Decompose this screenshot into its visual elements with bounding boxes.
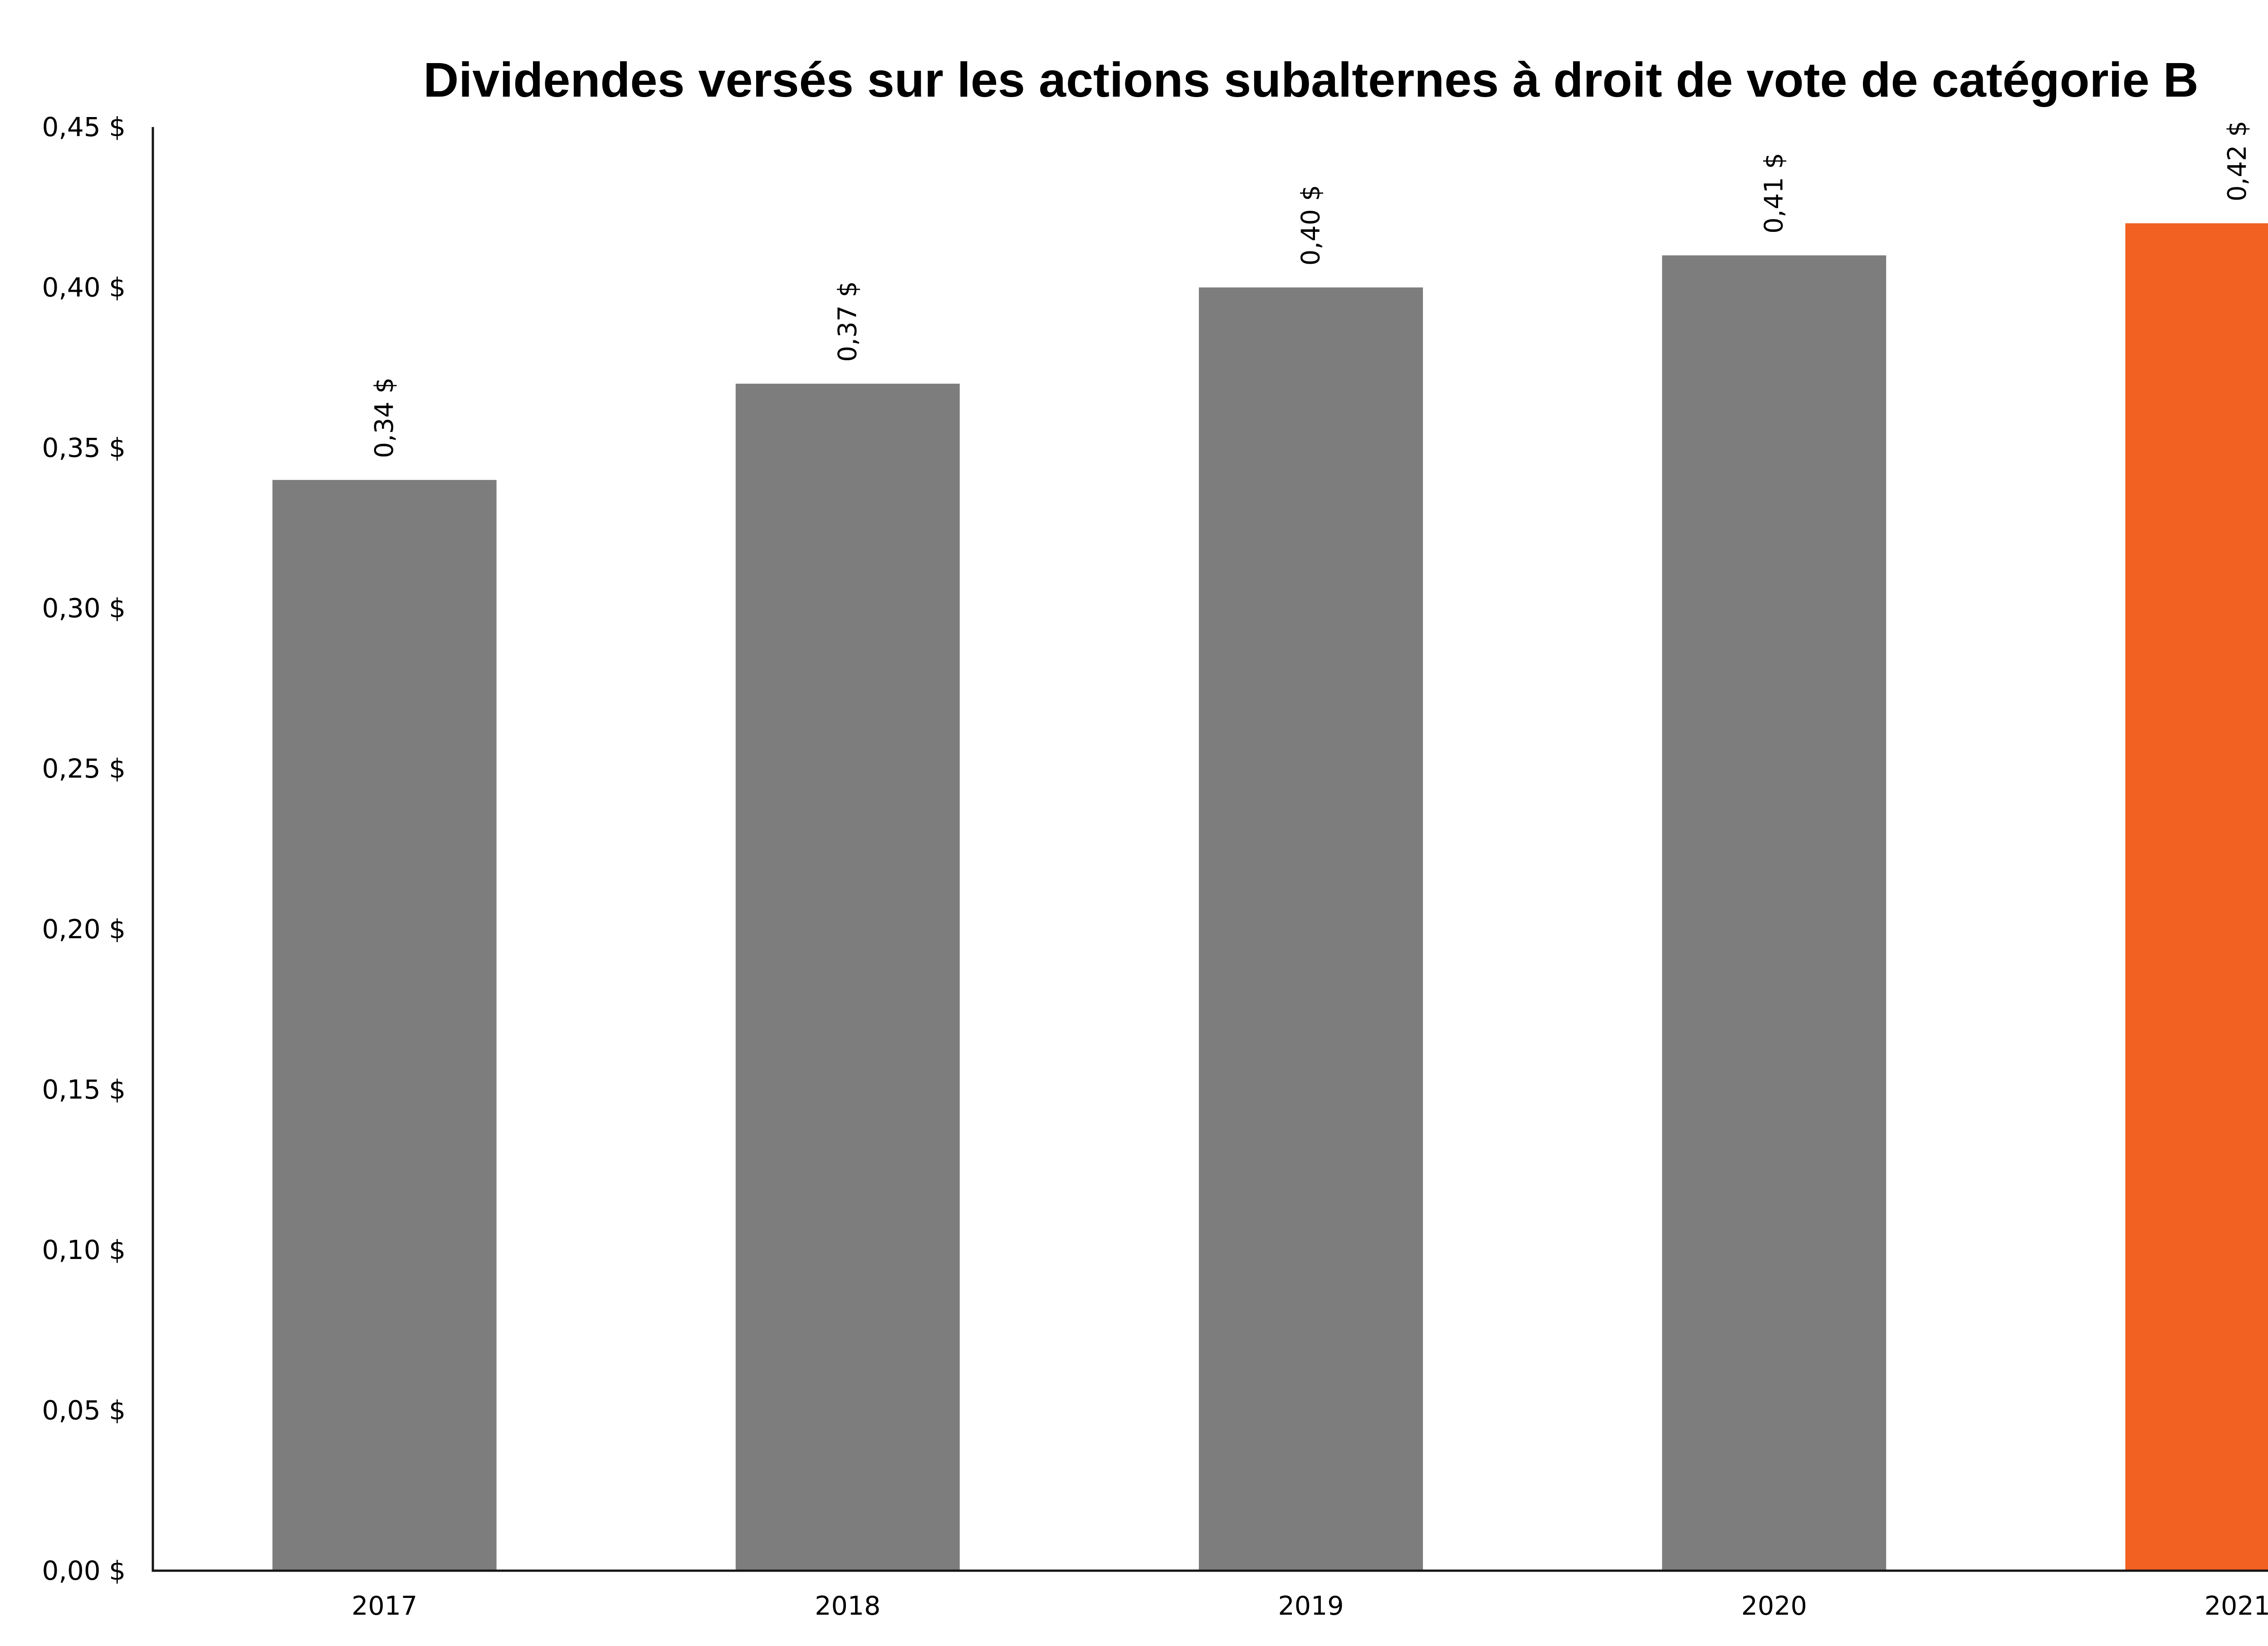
bar-value-label-2019: 0,40 $ [1296,185,1326,265]
y-tick-label-0.25: 0,25 $ [42,753,126,784]
x-tick-label-2017: 2017 [352,1591,417,1621]
y-tick-label-0.00: 0,00 $ [42,1555,126,1586]
bar-2021 [2125,223,2268,1571]
bar-2019 [1199,287,1423,1571]
y-tick-label-0.05: 0,05 $ [42,1395,126,1426]
y-tick-label-0.45: 0,45 $ [42,112,126,142]
bar-2018 [735,383,960,1571]
bar-2020 [1662,255,1887,1571]
y-tick-label-0.35: 0,35 $ [42,432,126,463]
x-tick-label-2019: 2019 [1278,1591,1344,1621]
y-tick-label-0.20: 0,20 $ [42,914,126,945]
x-tick-label-2020: 2020 [1741,1591,1807,1621]
y-tick-label-0.15: 0,15 $ [42,1074,126,1105]
y-tick-label-0.30: 0,30 $ [42,593,126,624]
x-tick-label-2021: 2021 [2204,1591,2268,1621]
bar-value-label-2018: 0,37 $ [833,281,862,362]
y-tick-label-0.40: 0,40 $ [42,272,126,303]
bar-2017 [272,480,497,1571]
y-tick-label-0.10: 0,10 $ [42,1234,126,1265]
bar-value-label-2017: 0,34 $ [370,377,399,458]
bar-value-label-2020: 0,41 $ [1760,153,1789,234]
x-tick-label-2018: 2018 [815,1591,880,1621]
bar-value-label-2021: 0,42 $ [2223,121,2252,201]
plot-area: 0,00 $ 0,05 $ 0,10 $ 0,15 $ 0,20 $ 0,25 $ 0,30… [42,112,2268,1621]
chart-title: Dividendes versés sur les actions subalt… [423,52,2198,107]
